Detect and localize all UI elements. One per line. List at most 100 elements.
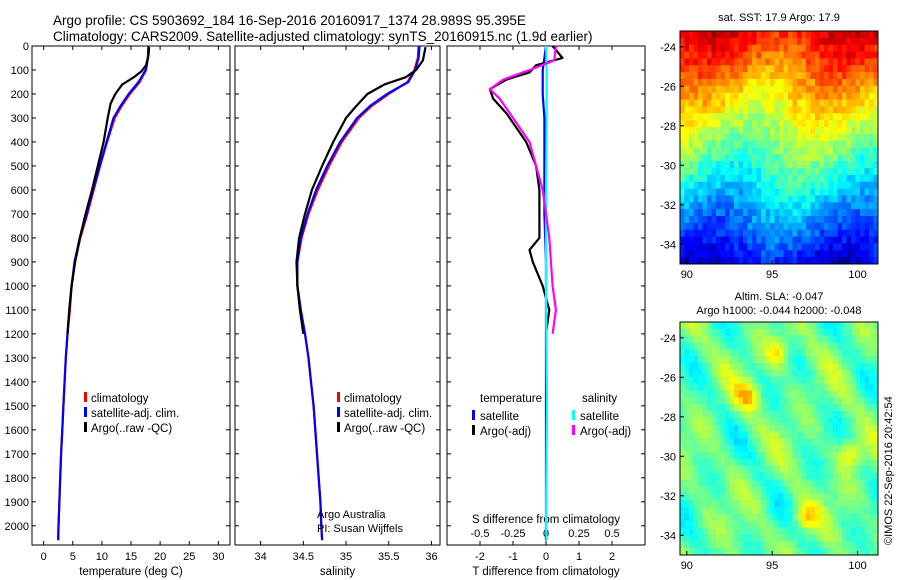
- heatmap-cell: [689, 202, 694, 210]
- heatmap-cell: [770, 349, 775, 357]
- heatmap-cell: [833, 431, 838, 439]
- heatmap-cell: [801, 154, 807, 162]
- heatmap-cell: [819, 106, 825, 114]
- heatmap-cell: [720, 209, 726, 217]
- heatmap-cell: [806, 174, 811, 183]
- heatmap-cell: [864, 356, 870, 364]
- heatmap-cell: [752, 390, 757, 398]
- x-axis-label: salinity: [320, 566, 355, 578]
- heatmap-cell: [864, 126, 870, 135]
- heatmap-cell: [873, 44, 879, 53]
- heatmap-cell: [711, 140, 717, 148]
- heatmap-cell: [797, 209, 802, 217]
- heatmap-cell: [864, 548, 870, 556]
- heatmap-cell: [833, 527, 838, 535]
- heatmap-cell: [846, 195, 852, 203]
- heatmap-cell: [693, 58, 699, 66]
- heatmap-cell: [801, 424, 807, 433]
- heatmap-cell: [806, 363, 811, 371]
- heatmap-cell: [729, 486, 735, 494]
- heatmap-cell: [846, 229, 852, 238]
- heatmap-cell: [833, 44, 838, 53]
- heatmap-cell: [774, 363, 780, 371]
- heatmap-cell: [864, 465, 870, 474]
- heatmap-cell: [833, 37, 838, 46]
- heatmap-cell: [824, 257, 829, 265]
- heatmap-cell: [819, 417, 825, 426]
- heatmap-cell: [806, 390, 811, 398]
- heatmap-cell: [788, 500, 793, 508]
- heatmap-cell: [801, 548, 807, 556]
- heatmap-cell: [743, 438, 748, 446]
- heatmap-cell: [819, 126, 825, 135]
- heatmap-cell: [752, 229, 757, 238]
- heatmap-cell: [689, 500, 694, 508]
- heatmap-cell: [779, 44, 784, 53]
- heatmap-cell: [702, 243, 708, 251]
- heatmap-cell: [864, 92, 870, 101]
- heatmap-cell: [761, 459, 766, 467]
- heatmap-cell: [725, 51, 730, 59]
- heatmap-cell: [864, 376, 870, 385]
- heatmap-cell: [720, 202, 726, 210]
- heatmap-cell: [779, 58, 784, 66]
- heatmap-cell: [779, 120, 784, 128]
- heatmap-cell: [815, 140, 820, 148]
- heatmap-cell: [734, 65, 739, 73]
- heatmap-cell: [689, 417, 694, 426]
- heatmap-cell: [711, 236, 717, 244]
- heatmap-cell: [734, 445, 739, 453]
- heatmap-cell: [756, 438, 762, 446]
- heatmap-cell: [842, 236, 847, 244]
- heatmap-cell: [738, 161, 744, 169]
- heatmap-cell: [770, 459, 775, 467]
- heatmap-cell: [851, 383, 856, 392]
- heatmap-cell: [819, 120, 825, 128]
- heatmap-cell: [765, 58, 771, 66]
- heatmap-cell: [801, 120, 807, 128]
- heatmap-cell: [842, 133, 847, 142]
- heatmap-cell: [689, 147, 694, 155]
- heatmap-cell: [680, 397, 685, 405]
- heatmap-cell: [765, 133, 771, 142]
- heatmap-cell: [693, 106, 699, 114]
- heatmap-cell: [842, 195, 847, 203]
- heatmap-cell: [761, 168, 766, 176]
- heatmap-cell: [693, 322, 699, 330]
- heatmap-cell: [716, 126, 721, 135]
- heatmap-cell: [689, 479, 694, 487]
- heatmap-cell: [801, 126, 807, 135]
- heatmap-cell: [864, 51, 870, 59]
- heatmap-cell: [801, 257, 807, 265]
- heatmap-cell: [801, 31, 807, 39]
- heatmap-cell: [698, 85, 703, 94]
- heatmap-cell: [693, 51, 699, 59]
- heatmap-cell: [729, 404, 735, 412]
- heatmap-cell: [833, 188, 838, 196]
- heatmap-cell: [792, 513, 798, 522]
- heatmap-cell: [774, 174, 780, 183]
- heatmap-cell: [720, 452, 726, 460]
- heatmap-cell: [815, 31, 820, 39]
- heatmap-cell: [770, 229, 775, 238]
- heatmap-cell: [765, 229, 771, 238]
- heatmap-cell: [765, 369, 771, 378]
- heatmap-cell: [837, 236, 843, 244]
- heatmap-cell: [860, 202, 865, 210]
- heatmap-cell: [774, 209, 780, 217]
- heatmap-cell: [684, 147, 690, 155]
- heatmap-cell: [824, 72, 829, 80]
- heatmap-cell: [680, 133, 685, 142]
- heatmap-cell: [779, 126, 784, 135]
- heatmap-cell: [689, 51, 694, 59]
- heatmap-cell: [729, 417, 735, 426]
- heatmap-cell: [752, 486, 757, 494]
- heatmap-cell: [711, 376, 717, 385]
- heatmap-cell: [810, 147, 816, 155]
- heatmap-cell: [842, 534, 847, 542]
- heatmap-cell: [810, 397, 816, 405]
- heatmap-cell: [774, 369, 780, 378]
- heatmap-cell: [747, 154, 753, 162]
- heatmap-cell: [756, 161, 762, 169]
- heatmap-cell: [788, 349, 793, 357]
